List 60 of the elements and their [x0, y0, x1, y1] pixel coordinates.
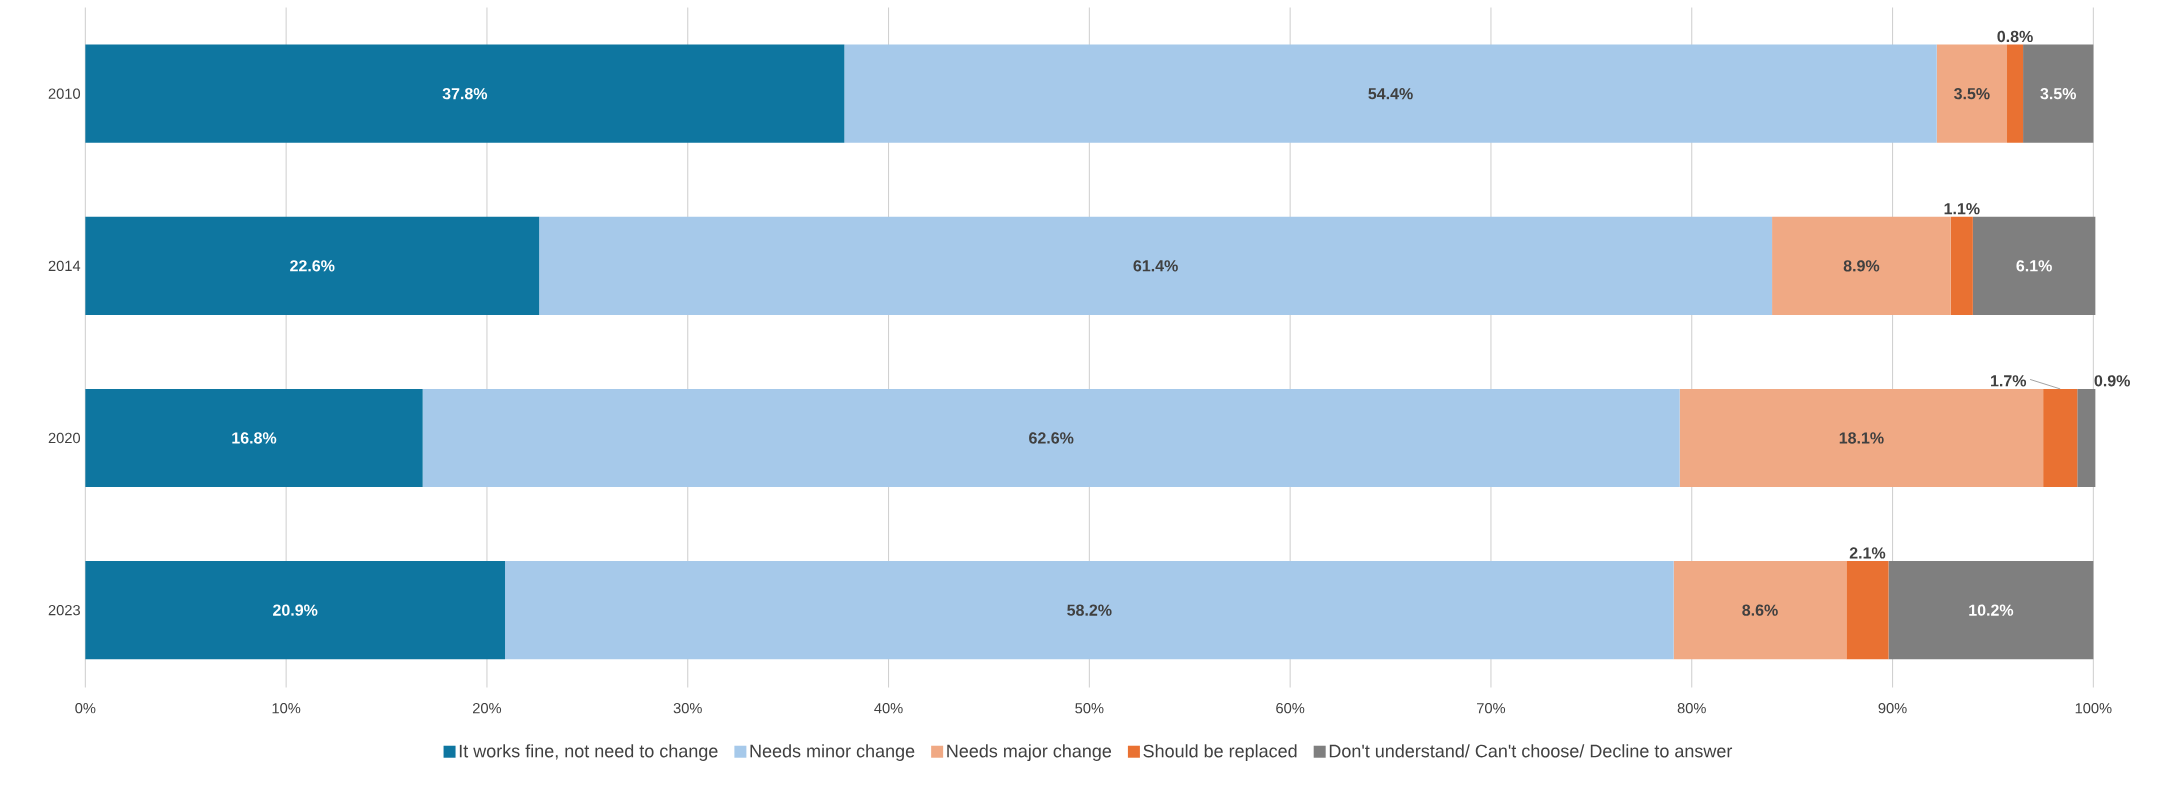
- x-tick-label: 80%: [1677, 703, 1706, 714]
- bar: [85, 388, 423, 488]
- legend-label: Don't understand/ Can't choose/ Decline to answer: [1329, 744, 1733, 758]
- data-label: 22.6%: [290, 260, 335, 272]
- bar: [1846, 561, 1889, 660]
- legend-label: Should be replaced: [1143, 744, 1297, 761]
- y-tick-label: 2014: [48, 260, 81, 272]
- bar: [1673, 561, 1847, 660]
- data-label: 3.5%: [1954, 88, 1990, 100]
- data-label: 6.1%: [2016, 260, 2052, 272]
- bar: [85, 44, 845, 143]
- x-tick-label: 30%: [673, 703, 702, 714]
- bar: [1972, 216, 2096, 315]
- bar: [2077, 388, 2096, 488]
- data-label: 10.2%: [1969, 604, 2014, 616]
- x-tick-label: 40%: [874, 703, 903, 714]
- data-label: 8.9%: [1843, 260, 1880, 272]
- legend-label: Needs minor change: [750, 744, 915, 761]
- bar: [1936, 44, 2008, 143]
- data-label: 62.6%: [1029, 432, 1074, 444]
- bar: [85, 561, 506, 660]
- x-tick-label: 60%: [1276, 703, 1305, 714]
- bar: [422, 388, 1680, 488]
- bar: [1888, 561, 2094, 660]
- x-tick-label: 20%: [473, 703, 502, 714]
- data-label: 0.9%: [2094, 375, 2130, 387]
- data-label: 8.6%: [1742, 604, 1778, 616]
- bar: [1679, 388, 2044, 488]
- x-tick-label: 90%: [1878, 703, 1907, 714]
- data-label: 16.8%: [232, 432, 277, 444]
- legend-label: Needs major change: [947, 744, 1112, 761]
- y-tick-label: 2023: [48, 604, 80, 616]
- data-label: 0.8%: [1997, 30, 2033, 43]
- legend-label: It works fine, not need to change: [459, 744, 718, 761]
- data-label: 37.8%: [442, 88, 488, 100]
- y-tick-label: 2020: [48, 432, 81, 444]
- x-tick-label: 50%: [1075, 703, 1104, 714]
- bar: [1772, 216, 1951, 315]
- x-tick-label: 0%: [75, 703, 96, 714]
- data-label: 2.1%: [1849, 547, 1886, 559]
- x-tick-label: 70%: [1477, 703, 1506, 714]
- bar: [505, 561, 1674, 660]
- bar: [539, 216, 1773, 315]
- data-label: 54.4%: [1368, 88, 1413, 100]
- bar: [844, 44, 1937, 143]
- bar: [85, 216, 540, 315]
- data-label: 20.9%: [273, 604, 318, 616]
- x-tick-label: 10%: [272, 703, 301, 714]
- data-label: 58.2%: [1067, 604, 1112, 616]
- data-label: 18.1%: [1839, 432, 1884, 444]
- y-tick-label: 2010: [48, 88, 81, 99]
- bar: [1950, 216, 1973, 315]
- bar: [2043, 388, 2078, 488]
- x-tick-label: 100%: [2075, 703, 2112, 714]
- data-label: 1.1%: [1944, 203, 1980, 215]
- bar: [2007, 44, 2024, 143]
- data-label: 61.4%: [1133, 260, 1178, 272]
- data-label: 3.5%: [2040, 88, 2077, 100]
- bar: [2023, 44, 2094, 143]
- data-label: 1.7%: [1991, 375, 2027, 387]
